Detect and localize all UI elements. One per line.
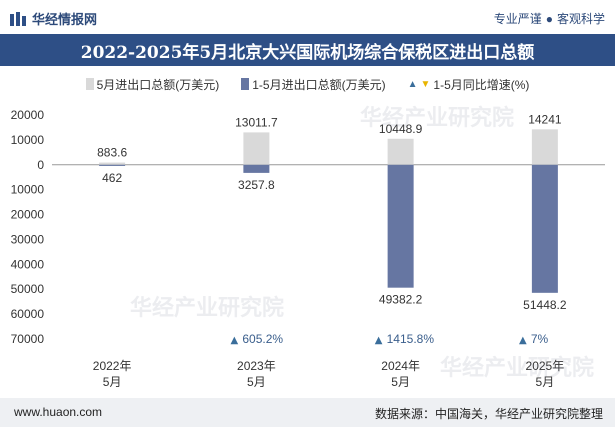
data-label-monthly: 883.6 [97,146,127,160]
legend-cumulative: 1-5月进出口总额(万美元) [241,75,386,93]
data-label-monthly: 10448.9 [379,122,423,136]
chart-legend: 5月进出口总额(万美元) 1-5月进出口总额(万美元) ▲ ▼ 1-5月同比增速… [0,75,615,93]
tagline-right: 客观科学 [556,12,605,26]
y-tick-label: 70000 [11,332,45,346]
y-tick-label: 40000 [11,257,45,271]
growth-up-triangle-icon: ▲ [375,335,383,346]
y-tick-label: 10000 [11,133,45,147]
data-label-cumulative: 462 [102,171,122,185]
legend-cumulative-label: 1-5月进出口总额(万美元) [252,77,386,92]
bar-monthly [99,162,126,165]
tagline-dot: ● [545,12,553,26]
y-tick-label: 10000 [11,183,45,197]
bar-cumulative [531,164,558,293]
bar-cumulative [243,164,270,173]
bar-cumulative [387,164,414,288]
brand-logo-icon [10,11,26,26]
y-tick-label: 50000 [11,282,45,296]
growth-up-triangle-icon: ▲ [519,335,527,346]
data-label-cumulative: 51448.2 [523,298,567,312]
x-tick-label: 2022年 [93,359,132,373]
data-label-cumulative: 49382.2 [379,293,423,307]
y-tick-label: 30000 [11,232,45,246]
chart-plot: 20000 10000 0 10000 20000 30000 40000 50000 6000… [11,108,605,389]
data-label-growth: 1415.8% [387,332,435,346]
y-tick-label: 20000 [11,108,45,122]
legend-cumulative-swatch [241,78,250,90]
tagline: 专业严谨 ● 客观科学 [494,10,605,27]
footer-source: 数据来源：中国海关，华经产业研究院整理 [374,407,603,421]
data-label-cumulative: 3257.8 [238,178,275,192]
x-tick-label: 2023年 [237,359,276,373]
x-tick-label: 2024年 [381,359,420,373]
bar-cumulative [99,164,126,166]
x-tick-label: 5月 [103,375,122,389]
legend-up-triangle-icon: ▲ [407,78,418,90]
x-tick-label: 5月 [247,375,266,389]
legend-growth-label: 1-5月同比增速(%) [433,77,530,92]
bar-monthly [531,129,558,165]
legend-monthly-swatch [85,78,94,90]
growth-up-triangle-icon: ▲ [231,335,239,346]
legend-monthly: 5月进出口总额(万美元) [85,75,220,93]
y-tick-label: 20000 [11,208,45,222]
data-label-monthly: 13011.7 [235,115,278,129]
data-label-growth: 605.2% [242,332,283,346]
footer-website: www.huaon.com [14,405,103,419]
x-tick-label: 5月 [391,375,410,389]
data-label-growth: 7% [531,332,549,346]
brand: 华经情报网 [10,9,97,28]
footer: www.huaon.com 数据来源：中国海关，华经产业研究院整理 [0,398,615,427]
y-tick-label: 0 [37,158,44,172]
chart-title: 2022-2025年5月北京大兴国际机场综合保税区进出口总额 [0,34,615,66]
y-tick-label: 60000 [11,307,45,321]
x-tick-label: 5月 [536,375,555,389]
x-tick-label: 2025年 [526,359,565,373]
brand-name: 华经情报网 [32,12,98,27]
top-bar: 华经情报网 专业严谨 ● 客观科学 [0,0,615,34]
bar-monthly [387,138,414,165]
data-label-monthly: 14241 [528,112,562,126]
tagline-left: 专业严谨 [493,12,542,26]
legend-down-triangle-icon: ▼ [420,78,431,90]
legend-growth: ▲ ▼ 1-5月同比增速(%) [408,75,530,93]
bar-monthly [243,132,270,165]
legend-monthly-label: 5月进出口总额(万美元) [96,77,220,92]
